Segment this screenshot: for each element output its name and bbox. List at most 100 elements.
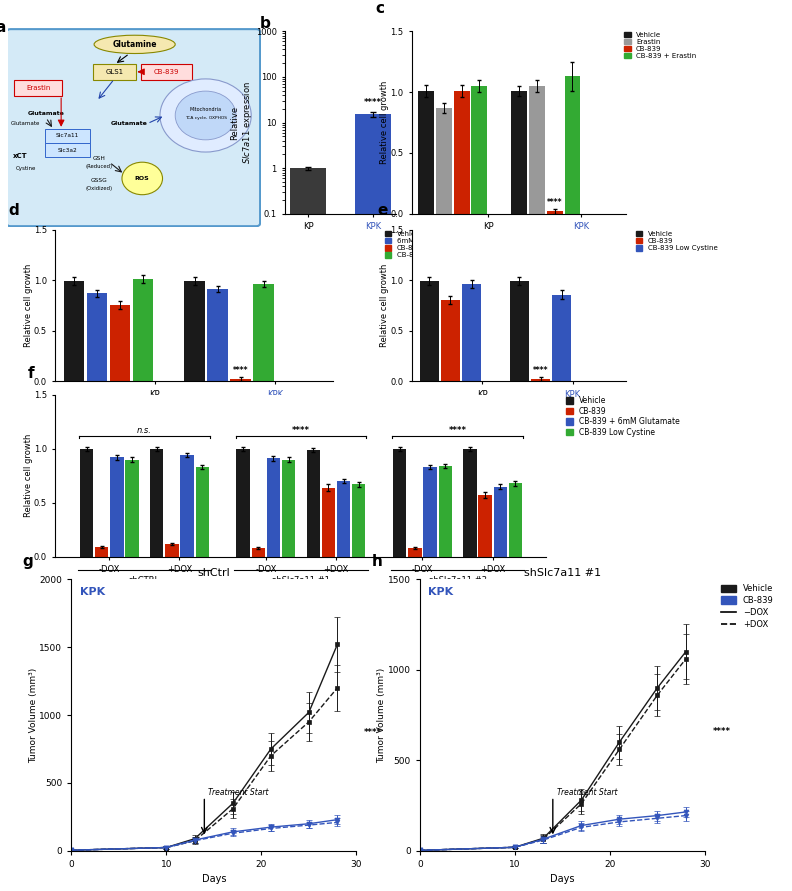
Bar <box>252 548 265 557</box>
Bar <box>439 466 452 557</box>
Bar <box>322 487 335 557</box>
Text: g: g <box>23 553 33 568</box>
Text: Treatment Start: Treatment Start <box>557 788 617 797</box>
Text: Glutamate: Glutamate <box>28 111 64 116</box>
Legend: Vehicle, CB-839, CB-839 Low Cystine: Vehicle, CB-839, CB-839 Low Cystine <box>635 230 718 252</box>
Text: Erastin: Erastin <box>26 85 51 91</box>
FancyBboxPatch shape <box>14 80 63 96</box>
Bar <box>150 449 163 557</box>
Bar <box>307 450 320 557</box>
Text: a: a <box>0 20 6 35</box>
FancyBboxPatch shape <box>141 63 192 80</box>
Bar <box>552 295 572 381</box>
Y-axis label: Relative cell growth: Relative cell growth <box>24 434 32 518</box>
Bar <box>80 449 93 557</box>
Bar <box>337 481 350 557</box>
Text: KPK: KPK <box>428 587 454 597</box>
Bar <box>110 457 124 557</box>
Bar <box>508 483 522 557</box>
Bar <box>454 91 470 214</box>
Text: Mitochondria: Mitochondria <box>189 107 222 112</box>
Bar <box>436 108 452 214</box>
Bar <box>110 305 131 381</box>
Legend: Vehicle, CB-839, CB-839 + 6mM Glutamate, CB-839 Low Cystine: Vehicle, CB-839, CB-839 + 6mM Glutamate,… <box>565 396 680 437</box>
Text: f: f <box>28 366 34 381</box>
Bar <box>424 467 436 557</box>
Title: shSlc7a11 #1: shSlc7a11 #1 <box>524 568 601 578</box>
Bar <box>355 114 391 891</box>
Text: d: d <box>8 203 19 217</box>
Bar <box>237 449 249 557</box>
Text: Glutamate: Glutamate <box>11 121 40 127</box>
Text: Glutamine: Glutamine <box>112 40 157 49</box>
Title: shCtrl: shCtrl <box>197 568 230 578</box>
Bar <box>546 211 563 214</box>
Text: Treatment Start: Treatment Start <box>208 788 268 797</box>
FancyBboxPatch shape <box>6 29 260 226</box>
Text: ****: **** <box>547 198 562 207</box>
Bar <box>208 290 228 381</box>
FancyBboxPatch shape <box>45 143 90 157</box>
Y-axis label: Tumor Volume (mm³): Tumor Volume (mm³) <box>377 667 386 763</box>
Y-axis label: Relative cell growth: Relative cell growth <box>380 264 389 347</box>
Text: ****: **** <box>364 728 382 737</box>
Text: ****: **** <box>292 426 310 435</box>
Text: KPK: KPK <box>80 587 105 597</box>
Bar <box>418 91 434 214</box>
Text: ****: **** <box>713 727 730 736</box>
Bar <box>196 467 209 557</box>
Text: GSH: GSH <box>93 156 105 160</box>
Text: b: b <box>259 15 270 30</box>
Text: TCA cycle, OXPHOS: TCA cycle, OXPHOS <box>185 116 227 119</box>
Text: e: e <box>377 203 387 217</box>
Bar <box>253 284 274 381</box>
Bar <box>133 280 154 381</box>
Bar <box>95 547 109 557</box>
Bar <box>531 380 550 381</box>
Bar <box>471 86 487 214</box>
Text: xCT: xCT <box>13 153 28 159</box>
Bar <box>478 495 492 557</box>
Bar <box>87 293 108 381</box>
X-axis label: Days: Days <box>202 874 226 885</box>
Text: h: h <box>371 553 383 568</box>
Legend: Vehicle, CB-839, −DOX, +DOX: Vehicle, CB-839, −DOX, +DOX <box>721 584 775 630</box>
Bar <box>493 486 507 557</box>
Bar <box>565 77 581 214</box>
Text: c: c <box>375 1 384 16</box>
Text: ****: **** <box>533 366 548 375</box>
Text: GLS1: GLS1 <box>105 69 124 75</box>
FancyBboxPatch shape <box>45 129 90 143</box>
Y-axis label: Relative
$Slc7a11$ expression: Relative $Slc7a11$ expression <box>230 81 254 164</box>
Text: Slc7a11: Slc7a11 <box>56 134 79 138</box>
Legend: Vehicle, Erastin, CB-839, CB-839 + Erastin: Vehicle, Erastin, CB-839, CB-839 + Erast… <box>623 31 697 60</box>
Bar <box>529 86 545 214</box>
Bar <box>230 380 251 381</box>
Text: shSlc7a11 #3: shSlc7a11 #3 <box>428 576 486 585</box>
Bar <box>462 284 482 381</box>
Bar <box>125 460 139 557</box>
Bar <box>282 460 295 557</box>
Text: ROS: ROS <box>135 176 150 181</box>
Y-axis label: Relative cell growth: Relative cell growth <box>380 81 389 164</box>
Text: shSlc7a11 #1: shSlc7a11 #1 <box>272 576 330 585</box>
Text: (Oxidized): (Oxidized) <box>86 186 112 191</box>
Text: (Reduced): (Reduced) <box>86 164 112 168</box>
Bar <box>463 449 477 557</box>
Text: ****: **** <box>233 366 249 375</box>
Bar <box>181 455 194 557</box>
Text: GSSG: GSSG <box>91 178 108 183</box>
Ellipse shape <box>94 36 175 53</box>
Circle shape <box>175 91 236 140</box>
Circle shape <box>122 162 162 195</box>
Y-axis label: Relative cell growth: Relative cell growth <box>24 264 32 347</box>
Bar <box>510 282 529 381</box>
Bar <box>166 544 178 557</box>
Legend: Vehicle, 6mM Glutamate, CB-839, CB-839 + 6mM Glutamate: Vehicle, 6mM Glutamate, CB-839, CB-839 +… <box>384 230 490 259</box>
Text: ****: **** <box>448 426 466 435</box>
Bar <box>393 449 406 557</box>
Bar <box>64 282 85 381</box>
Text: Slc3a2: Slc3a2 <box>58 148 78 152</box>
Circle shape <box>160 79 251 152</box>
Bar <box>408 548 421 557</box>
